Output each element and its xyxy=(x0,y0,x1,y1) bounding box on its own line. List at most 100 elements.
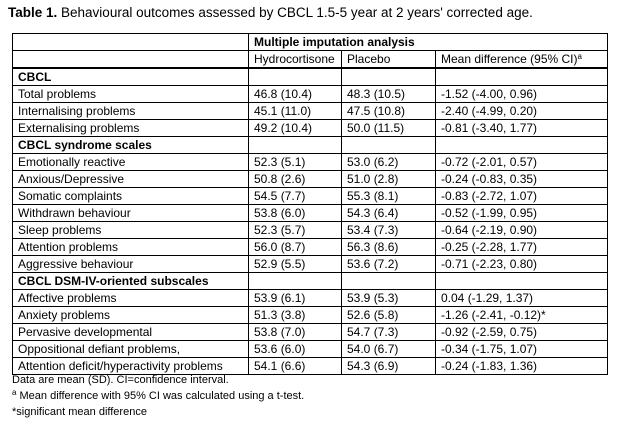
header-mean-difference: Mean difference (95% CI)a xyxy=(435,50,608,69)
placebo-value: 53.0 (6.2) xyxy=(341,153,436,171)
mean-difference-value: -0.64 (-2.19, 0.90) xyxy=(435,221,608,239)
mean-difference-value: -0.81 (-3.40, 1.77) xyxy=(435,119,608,137)
placebo-value: 53.9 (5.3) xyxy=(341,289,436,307)
table-row: Attention deficit/hyperactivity problems… xyxy=(12,357,608,375)
placebo-value: 54.0 (6.7) xyxy=(341,340,436,358)
mean-difference-value: -1.26 (-2.41, -0.12)* xyxy=(435,306,608,324)
section-row: CBCL xyxy=(12,67,608,86)
table-row: Withdrawn behaviour 53.8 (6.0) 54.3 (6.4) -… xyxy=(12,204,608,222)
table-row: Externalising problems 49.2 (10.4) 50.0 (1… xyxy=(12,119,608,137)
header-mean-difference-text: Mean difference (95% CI) xyxy=(441,52,578,66)
note-line: *significant mean difference xyxy=(12,404,304,420)
row-label: Externalising problems xyxy=(12,119,249,137)
section-title: CBCL xyxy=(12,67,249,86)
header-group-cell: Multiple imputation analysis xyxy=(248,33,608,51)
section-row: CBCL DSM-IV-oriented subscales xyxy=(12,272,608,290)
note-sup: a xyxy=(12,388,17,397)
table-row: Internalising problems 45.1 (11.0) 47.5 (1… xyxy=(12,102,608,120)
mean-difference-value: -1.52 (-4.00, 0.96) xyxy=(435,85,608,103)
mean-difference-value: -0.52 (-1.99, 0.95) xyxy=(435,204,608,222)
note-line: Data are mean (SD). CI=confidence interv… xyxy=(12,372,304,388)
hydrocortisone-value: 53.9 (6.1) xyxy=(248,289,342,307)
section-blank-cell xyxy=(248,67,342,86)
section-blank-cell xyxy=(341,136,436,154)
header-group-row: Multiple imputation analysis xyxy=(12,33,608,51)
table-caption-label: Table 1. xyxy=(8,5,58,20)
note-text: *significant mean difference xyxy=(12,406,147,418)
mean-difference-value: -2.40 (-4.99, 0.20) xyxy=(435,102,608,120)
mean-difference-value: -0.24 (-1.83, 1.36) xyxy=(435,357,608,375)
table-caption: Table 1. Behavioural outcomes assessed b… xyxy=(8,5,533,20)
section-row: CBCL syndrome scales xyxy=(12,136,608,154)
section-blank-cell xyxy=(435,136,608,154)
hydrocortisone-value: 53.8 (6.0) xyxy=(248,204,342,222)
mean-difference-value: -0.71 (-2.23, 0.80) xyxy=(435,255,608,273)
hydrocortisone-value: 49.2 (10.4) xyxy=(248,119,342,137)
header-placebo: Placebo xyxy=(341,50,436,69)
note-line: a Mean difference with 95% CI was calcul… xyxy=(12,388,304,404)
placebo-value: 55.3 (8.1) xyxy=(341,187,436,205)
table-row: Affective problems 53.9 (6.1) 53.9 (5.3) 0.… xyxy=(12,289,608,307)
table-row: Somatic complaints 54.5 (7.7) 55.3 (8.1) -0… xyxy=(12,187,608,205)
mean-difference-value: -0.25 (-2.28, 1.77) xyxy=(435,238,608,256)
mean-difference-value: -0.24 (-0.83, 0.35) xyxy=(435,170,608,188)
note-text: Data are mean (SD). CI=confidence interv… xyxy=(12,374,229,386)
hydrocortisone-value: 52.3 (5.1) xyxy=(248,153,342,171)
placebo-value: 51.0 (2.8) xyxy=(341,170,436,188)
table-row: Emotionally reactive 52.3 (5.1) 53.0 (6.2)… xyxy=(12,153,608,171)
row-label: Pervasive developmental xyxy=(12,323,249,341)
section-blank-cell xyxy=(248,272,342,290)
mean-difference-value: -0.72 (-2.01, 0.57) xyxy=(435,153,608,171)
mean-difference-value: -0.92 (-2.59, 0.75) xyxy=(435,323,608,341)
header-blank-cell xyxy=(12,50,249,69)
note-text: Mean difference with 95% CI was calculat… xyxy=(16,390,305,402)
section-blank-cell xyxy=(248,136,342,154)
hydrocortisone-value: 52.3 (5.7) xyxy=(248,221,342,239)
row-label: Affective problems xyxy=(12,289,249,307)
section-blank-cell xyxy=(341,272,436,290)
placebo-value: 53.6 (7.2) xyxy=(341,255,436,273)
table-row: Anxiety problems 51.3 (3.8) 52.6 (5.8) -1.2… xyxy=(12,306,608,324)
hydrocortisone-value: 51.3 (3.8) xyxy=(248,306,342,324)
row-label: Attention problems xyxy=(12,238,249,256)
placebo-value: 54.7 (7.3) xyxy=(341,323,436,341)
section-blank-cell xyxy=(341,67,436,86)
row-label: Internalising problems xyxy=(12,102,249,120)
placebo-value: 54.3 (6.9) xyxy=(341,357,436,375)
placebo-value: 54.3 (6.4) xyxy=(341,204,436,222)
table-row: Total problems 46.8 (10.4) 48.3 (10.5) -1.5… xyxy=(12,85,608,103)
placebo-value: 52.6 (5.8) xyxy=(341,306,436,324)
header-hydrocortisone: Hydrocortisone xyxy=(248,50,342,69)
row-label: Total problems xyxy=(12,85,249,103)
row-label: Somatic complaints xyxy=(12,187,249,205)
hydrocortisone-value: 54.5 (7.7) xyxy=(248,187,342,205)
hydrocortisone-value: 56.0 (8.7) xyxy=(248,238,342,256)
section-blank-cell xyxy=(435,67,608,86)
table-row: Oppositional defiant problems, 53.6 (6.0)… xyxy=(12,340,608,358)
hydrocortisone-value: 53.8 (7.0) xyxy=(248,323,342,341)
row-label: Emotionally reactive xyxy=(12,153,249,171)
header-blank-cell xyxy=(12,33,249,51)
table-caption-text: Behavioural outcomes assessed by CBCL 1.… xyxy=(57,5,533,20)
row-label: Sleep problems xyxy=(12,221,249,239)
section-title: CBCL syndrome scales xyxy=(12,136,249,154)
table-row: Anxious/Depressive 50.8 (2.6) 51.0 (2.8) -0… xyxy=(12,170,608,188)
hydrocortisone-value: 53.6 (6.0) xyxy=(248,340,342,358)
hydrocortisone-value: 52.9 (5.5) xyxy=(248,255,342,273)
row-label: Withdrawn behaviour xyxy=(12,204,249,222)
placebo-value: 50.0 (11.5) xyxy=(341,119,436,137)
placebo-value: 53.4 (7.3) xyxy=(341,221,436,239)
row-label: Aggressive behaviour xyxy=(12,255,249,273)
hydrocortisone-value: 45.1 (11.0) xyxy=(248,102,342,120)
section-blank-cell xyxy=(435,272,608,290)
cbcl-outcomes-table: Multiple imputation analysis Hydrocortis… xyxy=(12,33,608,375)
table-row: Attention problems 56.0 (8.7) 56.3 (8.6) -0… xyxy=(12,238,608,256)
placebo-value: 56.3 (8.6) xyxy=(341,238,436,256)
placebo-value: 47.5 (10.8) xyxy=(341,102,436,120)
table-row: Aggressive behaviour 52.9 (5.5) 53.6 (7.2)… xyxy=(12,255,608,273)
mean-difference-value: -0.83 (-2.72, 1.07) xyxy=(435,187,608,205)
hydrocortisone-value: 46.8 (10.4) xyxy=(248,85,342,103)
row-label: Anxiety problems xyxy=(12,306,249,324)
placebo-value: 48.3 (10.5) xyxy=(341,85,436,103)
header-columns-row: Hydrocortisone Placebo Mean difference (… xyxy=(12,50,608,69)
